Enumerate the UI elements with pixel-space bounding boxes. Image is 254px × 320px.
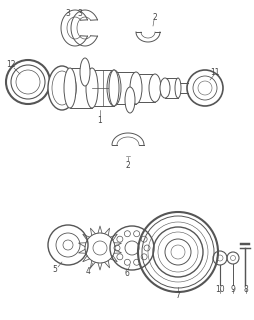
Polygon shape <box>70 68 92 108</box>
Ellipse shape <box>48 66 76 110</box>
Text: 9: 9 <box>231 285 235 294</box>
Text: 5: 5 <box>53 266 57 275</box>
Text: 4: 4 <box>86 268 90 276</box>
Text: 10: 10 <box>215 285 225 294</box>
Ellipse shape <box>80 58 90 86</box>
Ellipse shape <box>130 72 142 104</box>
Ellipse shape <box>149 74 161 102</box>
Polygon shape <box>136 74 155 102</box>
Ellipse shape <box>175 78 181 98</box>
Ellipse shape <box>86 68 98 108</box>
Text: 3: 3 <box>77 9 83 18</box>
Ellipse shape <box>109 70 119 106</box>
Text: 7: 7 <box>176 291 180 300</box>
Text: 2: 2 <box>153 12 157 21</box>
Text: 6: 6 <box>124 268 130 277</box>
Polygon shape <box>114 72 136 104</box>
Text: 11: 11 <box>210 68 220 76</box>
Text: 1: 1 <box>98 116 102 124</box>
Ellipse shape <box>64 68 76 108</box>
Text: 12: 12 <box>6 60 16 68</box>
Ellipse shape <box>107 70 121 106</box>
Text: 8: 8 <box>244 285 248 294</box>
Ellipse shape <box>160 78 170 98</box>
Text: 2: 2 <box>126 161 130 170</box>
Text: 3: 3 <box>66 9 70 18</box>
Ellipse shape <box>125 87 135 113</box>
Polygon shape <box>92 70 114 106</box>
